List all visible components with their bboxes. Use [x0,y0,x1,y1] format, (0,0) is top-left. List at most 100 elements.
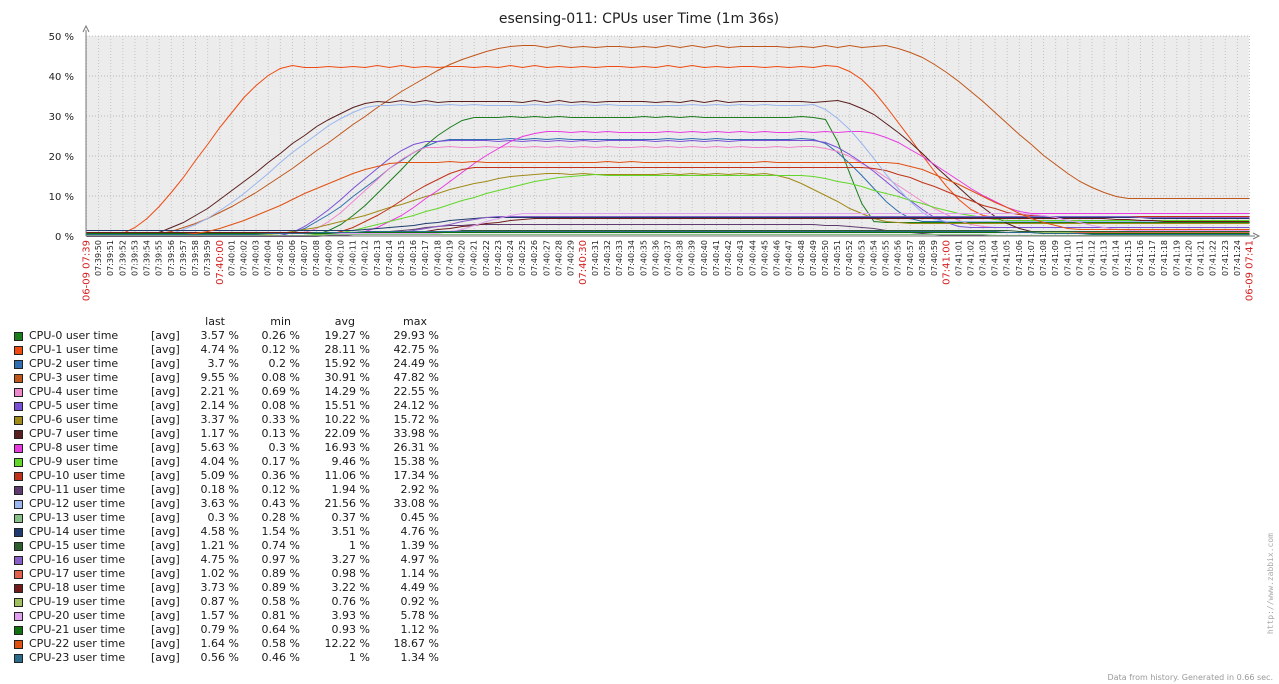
x-tick-label: 07:40:19 [445,240,454,276]
legend-last: 4.75 % [200,553,239,566]
legend-function: [avg] [151,371,180,384]
x-tick-label: 07:40:59 [930,240,939,276]
legend-max: 26.31 % [393,441,439,454]
legend-avg: 19.27 % [324,329,370,342]
x-tick-label: 07:40:45 [760,240,769,276]
legend-swatch [14,485,23,495]
y-tick-label: 10 % [49,192,74,203]
legend-last: 1.02 % [200,567,239,580]
legend-max: 4.76 % [400,525,439,538]
legend-avg: 1 % [349,539,370,552]
legend-series-name: CPU-0 user time [29,329,119,342]
legend-min: 0.12 % [261,343,300,356]
legend-series-name: CPU-9 user time [29,455,119,468]
legend-function: [avg] [151,329,180,342]
legend-swatch [14,653,23,663]
x-tick-label: 07:40:48 [797,240,806,276]
x-tick-label: 07:39:54 [143,240,152,276]
series-line-cpu-23 [86,231,1250,235]
legend-row: CPU-14 user time [avg] 4.58 % 1.54 % 3.51 % 4… [14,525,440,539]
x-tick-label: 07:40:22 [482,240,491,276]
legend-function: [avg] [151,581,180,594]
legend-row: CPU-22 user time [avg] 1.64 % 0.58 % 12.22 %… [14,637,440,651]
legend-min: 0.12 % [261,483,300,496]
legend-last: 1.17 % [200,427,239,440]
x-tick-label: 07:41:22 [1209,240,1218,276]
legend-header-avg: avg [334,315,355,328]
legend-function: [avg] [151,511,180,524]
y-tick-label: 0 % [55,232,74,243]
y-tick-label: 30 % [49,112,74,123]
x-tick-label: 07:40:40 [700,240,709,276]
x-tick-label: 07:41:12 [1088,240,1097,276]
legend-row: CPU-20 user time [avg] 1.57 % 0.81 % 3.93 % 5… [14,609,440,623]
legend-avg: 0.37 % [331,511,370,524]
legend-swatch [14,359,23,369]
legend-function: [avg] [151,609,180,622]
legend-function: [avg] [151,539,180,552]
x-tick-label: 07:40:58 [918,240,927,276]
legend-avg: 15.92 % [324,357,370,370]
legend-row: CPU-10 user time [avg] 5.09 % 0.36 % 11.06 %… [14,469,440,483]
legend-avg: 28.11 % [324,343,370,356]
legend-series-name: CPU-1 user time [29,343,119,356]
legend-last: 0.18 % [200,483,239,496]
legend-swatch [14,541,23,551]
legend-swatch [14,499,23,509]
series-line-cpu-22 [86,160,1250,235]
legend-avg: 1.94 % [331,483,370,496]
legend-min: 0.64 % [261,623,300,636]
legend-max: 1.14 % [400,567,439,580]
legend-min: 0.36 % [261,469,300,482]
x-tick-label: 07:40:17 [421,240,430,276]
series-line-cpu-18 [86,218,1250,233]
x-tick-label: 07:41:23 [1221,240,1230,276]
x-tick-label: 07:40:05 [276,240,285,276]
x-tick-label: 07:40:39 [688,240,697,276]
x-tick-label: 07:40:29 [567,240,576,276]
legend-min: 0.26 % [261,329,300,342]
x-tick-label: 07:40:35 [639,240,648,276]
legend-last: 4.74 % [200,343,239,356]
legend-function: [avg] [151,385,180,398]
legend-avg: 3.27 % [331,553,370,566]
legend-avg: 16.93 % [324,441,370,454]
legend-swatch [14,471,23,481]
legend-row: CPU-13 user time [avg] 0.3 % 0.28 % 0.37 % 0.… [14,511,440,525]
legend-function: [avg] [151,357,180,370]
legend-max: 1.34 % [400,651,439,664]
legend-last: 3.73 % [200,581,239,594]
legend-series-name: CPU-12 user time [29,497,126,510]
x-tick-label: 07:40:09 [324,240,333,276]
legend-avg: 3.51 % [331,525,370,538]
legend-last: 2.21 % [200,385,239,398]
legend-row: CPU-1 user time [avg] 4.74 % 0.12 % 28.11 % 4… [14,343,440,357]
legend-row: CPU-8 user time [avg] 5.63 % 0.3 % 16.93 % 26… [14,441,440,455]
x-tick-label: 07:39:59 [203,240,212,276]
x-tick-label: 07:40:13 [373,240,382,276]
y-tick-label: 20 % [49,152,74,163]
x-tick-label: 07:40:41 [712,240,721,276]
legend-row: CPU-5 user time [avg] 2.14 % 0.08 % 15.51 % 2… [14,399,440,413]
legend-min: 0.08 % [261,371,300,384]
legend-series-name: CPU-6 user time [29,413,119,426]
legend-swatch [14,401,23,411]
legend-function: [avg] [151,567,180,580]
x-tick-label: 07:40:46 [773,240,782,276]
legend-last: 0.56 % [200,651,239,664]
legend-row: CPU-18 user time [avg] 3.73 % 0.89 % 3.22 % 4… [14,581,440,595]
legend-row: CPU-4 user time [avg] 2.21 % 0.69 % 14.29 % 2… [14,385,440,399]
x-tick-label: 07:41:10 [1063,240,1072,276]
legend-function: [avg] [151,469,180,482]
x-marker-label: 07:40:00 [215,240,226,285]
x-tick-label: 07:40:16 [409,240,418,276]
legend-series-name: CPU-20 user time [29,609,126,622]
legend-swatch [14,331,23,341]
legend-series-name: CPU-4 user time [29,385,119,398]
legend-min: 0.46 % [261,651,300,664]
legend-max: 24.49 % [393,357,439,370]
x-axis: 06-09 07:39 07:39:50 07:39:51 07:39:52 07:39… [82,240,1256,301]
x-tick-label: 07:41:03 [978,240,987,276]
x-tick-label: 07:39:58 [191,240,200,276]
x-start-label: 06-09 07:39 [82,240,93,301]
